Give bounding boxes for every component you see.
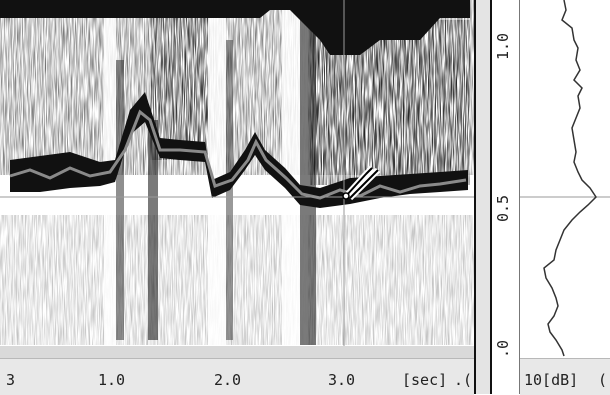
spectrogram-bottom-strip — [0, 346, 474, 358]
time-unit-label: [sec] — [402, 371, 448, 389]
spectrogram-canvas[interactable] — [0, 0, 474, 358]
spectrogram-view[interactable] — [0, 0, 474, 358]
freq-tick-label: .0 — [494, 339, 512, 358]
time-tick-label: 3.0 — [328, 371, 356, 389]
upper-harmonic-band — [0, 0, 470, 55]
spectrum-slice-view[interactable] — [520, 0, 610, 358]
freq-tick-label: 1.0 — [494, 32, 512, 60]
time-tick-label: 1.0 — [98, 371, 126, 389]
tuning-fork-cursor-icon — [342, 165, 381, 201]
spectrum-slice-canvas — [520, 0, 610, 357]
time-tick-label: 2.0 — [214, 371, 242, 389]
frequency-axis[interactable]: 1.0 0.5 .0 — [492, 0, 520, 394]
vertical-scrollbar[interactable] — [474, 0, 492, 394]
level-axis-label: 10[dB] — [524, 371, 579, 389]
fundamental-track-band — [10, 92, 468, 208]
time-tick-label: 3 — [6, 371, 16, 389]
freq-tick-label: 0.5 — [494, 194, 512, 222]
level-trailing-label: ( — [598, 371, 608, 389]
time-axis[interactable]: 3 1.0 2.0 3.0 [sec] .( — [0, 358, 474, 395]
spectrum-slice-line — [543, 0, 597, 357]
time-trailing-label: .( — [454, 371, 473, 389]
pitch-trace-line — [9, 109, 467, 200]
level-axis[interactable]: 10[dB] ( — [520, 358, 610, 395]
